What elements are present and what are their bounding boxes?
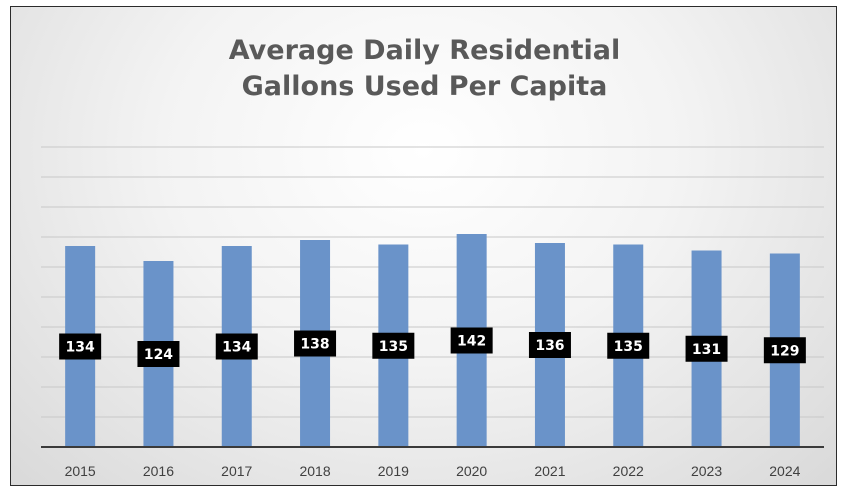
data-label-text: 142: [457, 334, 486, 350]
data-label-text: 124: [144, 347, 173, 363]
data-label-text: 134: [66, 340, 95, 356]
data-label-2019: 135: [372, 332, 415, 359]
data-label-text: 135: [614, 339, 643, 355]
chart-title-line-2: Gallons Used Per Capita: [241, 71, 608, 102]
data-label-2023: 131: [685, 335, 728, 362]
data-label-box: [372, 332, 415, 359]
data-label-box: [450, 327, 493, 354]
data-label-box: [763, 337, 806, 364]
data-label-text: 136: [535, 338, 564, 354]
data-label-2021: 136: [528, 332, 571, 358]
data-labels: 134 124 134 138 135 142 136 135 131 129: [59, 327, 806, 367]
data-label-2020: 142: [450, 327, 493, 354]
x-tick-2019: 2019: [378, 463, 409, 479]
x-tick-2016: 2016: [143, 463, 174, 479]
data-label-box: [215, 333, 258, 360]
data-label-text: 134: [222, 340, 251, 356]
data-label-2022: 135: [607, 332, 650, 359]
data-label-2016: 124: [137, 341, 180, 367]
data-label-box: [528, 332, 571, 358]
data-label-box: [607, 332, 650, 359]
bar-chart: 134 124 134 138 135 142 136 135 131 129 2015 2016 2…: [41, 146, 824, 479]
data-label-text: 135: [379, 339, 408, 355]
x-tick-2017: 2017: [221, 463, 252, 479]
data-label-text: 131: [692, 342, 721, 358]
data-label-box: [685, 335, 728, 362]
data-label-text: 129: [770, 343, 799, 359]
x-tick-2021: 2021: [534, 463, 565, 479]
x-tick-2023: 2023: [691, 463, 722, 479]
x-tick-labels: 2015 2016 2017 2018 2019 2020 2021 2022 2023 2024: [65, 463, 801, 479]
data-label-text: 138: [300, 337, 329, 353]
data-label-2017: 134: [215, 333, 258, 360]
data-label-box: [137, 341, 180, 367]
chart-frame: Average Daily Residential Gallons Used P…: [10, 6, 837, 486]
x-tick-2020: 2020: [456, 463, 487, 479]
x-tick-2024: 2024: [769, 463, 800, 479]
x-tick-2015: 2015: [65, 463, 96, 479]
data-label-box: [294, 330, 337, 357]
data-label-2024: 129: [763, 337, 806, 364]
data-label-box: [59, 333, 102, 360]
chart-title: Average Daily Residential Gallons Used P…: [11, 33, 838, 105]
data-label-2018: 138: [294, 330, 337, 357]
x-tick-2022: 2022: [613, 463, 644, 479]
x-tick-2018: 2018: [299, 463, 330, 479]
chart-title-line-1: Average Daily Residential: [228, 35, 621, 66]
data-label-2015: 134: [59, 333, 102, 360]
